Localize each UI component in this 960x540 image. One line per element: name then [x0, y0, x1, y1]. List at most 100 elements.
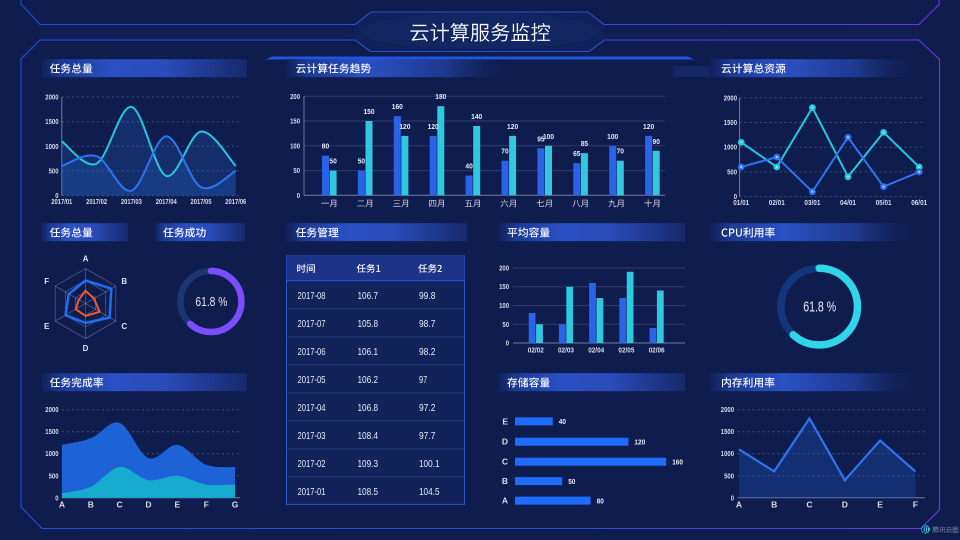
svg-text:2000: 2000 — [724, 95, 737, 102]
svg-text:97: 97 — [419, 374, 427, 386]
svg-text:1000: 1000 — [721, 451, 734, 458]
svg-text:95: 95 — [537, 134, 544, 143]
svg-text:06/01: 06/01 — [911, 200, 927, 207]
svg-text:2017-04: 2017-04 — [298, 402, 326, 414]
svg-text:65: 65 — [573, 149, 580, 158]
svg-text:F: F — [44, 277, 49, 286]
svg-text:100: 100 — [607, 132, 618, 141]
svg-text:40: 40 — [465, 162, 472, 171]
svg-text:E: E — [877, 500, 883, 510]
svg-text:0: 0 — [55, 495, 58, 502]
svg-text:500: 500 — [727, 169, 737, 176]
svg-text:80: 80 — [597, 496, 604, 505]
svg-text:100: 100 — [543, 132, 554, 141]
svg-text:A: A — [736, 500, 742, 510]
svg-text:1500: 1500 — [45, 119, 58, 126]
svg-text:0: 0 — [297, 193, 300, 200]
svg-text:200: 200 — [290, 94, 300, 101]
svg-text:02/05: 02/05 — [618, 347, 634, 354]
svg-text:A: A — [83, 255, 89, 264]
svg-text:02/06: 02/06 — [649, 347, 665, 354]
svg-text:2017/05: 2017/05 — [191, 199, 212, 206]
svg-text:98.2: 98.2 — [419, 346, 436, 358]
svg-text:A: A — [502, 496, 508, 506]
svg-text:108.5: 108.5 — [358, 486, 379, 498]
svg-text:03/01: 03/01 — [804, 200, 820, 207]
svg-text:E: E — [44, 322, 50, 331]
svg-text:90: 90 — [653, 137, 660, 146]
svg-text:160: 160 — [672, 457, 683, 466]
svg-text:85: 85 — [581, 139, 588, 148]
svg-text:2017/02: 2017/02 — [86, 199, 107, 206]
svg-text:160: 160 — [392, 102, 403, 111]
svg-text:2017-03: 2017-03 — [298, 430, 326, 442]
svg-text:0: 0 — [731, 495, 734, 502]
svg-text:1000: 1000 — [45, 144, 58, 151]
svg-text:2000: 2000 — [721, 407, 734, 414]
svg-text:02/04: 02/04 — [588, 347, 604, 354]
svg-text:1500: 1500 — [45, 429, 58, 436]
svg-text:2017-08: 2017-08 — [298, 290, 326, 302]
svg-text:100.1: 100.1 — [419, 458, 440, 470]
svg-text:2017-07: 2017-07 — [298, 318, 326, 330]
svg-text:109.3: 109.3 — [358, 458, 379, 470]
svg-text:50: 50 — [568, 477, 575, 486]
svg-text:1500: 1500 — [724, 120, 737, 127]
svg-text:2017/04: 2017/04 — [156, 199, 177, 206]
svg-text:108.4: 108.4 — [358, 430, 379, 442]
svg-text:500: 500 — [724, 473, 734, 480]
svg-text:D: D — [83, 344, 89, 353]
svg-text:01/01: 01/01 — [733, 200, 749, 207]
svg-text:120: 120 — [507, 122, 518, 131]
svg-text:0: 0 — [506, 341, 509, 348]
svg-text:2017-06: 2017-06 — [298, 346, 326, 358]
svg-text:100: 100 — [290, 143, 300, 150]
svg-text:50: 50 — [293, 168, 300, 175]
svg-text:500: 500 — [49, 473, 59, 480]
svg-text:C: C — [121, 322, 127, 331]
svg-text:B: B — [121, 277, 127, 286]
svg-text:B: B — [502, 476, 508, 486]
svg-text:B: B — [771, 500, 777, 510]
svg-text:1500: 1500 — [721, 429, 734, 436]
svg-text:106.1: 106.1 — [358, 346, 379, 358]
svg-text:D: D — [145, 500, 151, 510]
svg-text:104.5: 104.5 — [419, 486, 440, 498]
svg-text:2017/06: 2017/06 — [225, 199, 246, 206]
svg-text:D: D — [842, 500, 848, 510]
svg-text:150: 150 — [363, 107, 374, 116]
svg-text:D: D — [502, 437, 508, 447]
svg-text:120: 120 — [634, 437, 645, 446]
svg-text:02/02: 02/02 — [528, 347, 544, 354]
svg-text:180: 180 — [435, 92, 446, 101]
svg-text:105.8: 105.8 — [358, 318, 379, 330]
svg-text:C: C — [502, 457, 508, 467]
svg-text:02/03: 02/03 — [558, 347, 574, 354]
svg-text:2017/03: 2017/03 — [121, 199, 142, 206]
svg-text:2000: 2000 — [45, 407, 58, 414]
svg-text:106.7: 106.7 — [358, 290, 379, 302]
svg-text:50: 50 — [358, 157, 365, 166]
svg-text:2017-02: 2017-02 — [298, 458, 326, 470]
svg-text:A: A — [59, 500, 65, 510]
svg-text:0: 0 — [55, 193, 58, 200]
svg-text:98.7: 98.7 — [419, 318, 436, 330]
svg-text:2017-05: 2017-05 — [298, 374, 326, 386]
svg-text:97.7: 97.7 — [419, 430, 436, 442]
svg-text:E: E — [502, 416, 508, 426]
svg-text:106.2: 106.2 — [358, 374, 379, 386]
svg-text:2000: 2000 — [45, 95, 58, 102]
svg-text:04/01: 04/01 — [840, 200, 856, 207]
svg-text:B: B — [88, 500, 94, 510]
svg-text:61.8 %: 61.8 % — [803, 300, 836, 316]
svg-text:120: 120 — [428, 122, 439, 131]
svg-text:C: C — [806, 500, 812, 510]
svg-text:61.8 %: 61.8 % — [195, 294, 227, 309]
svg-text:97.2: 97.2 — [419, 402, 436, 414]
svg-text:02/01: 02/01 — [769, 200, 785, 207]
svg-text:2017-01: 2017-01 — [298, 486, 326, 498]
svg-text:1000: 1000 — [45, 451, 58, 458]
svg-text:50: 50 — [502, 322, 509, 329]
svg-text:150: 150 — [290, 119, 300, 126]
svg-text:70: 70 — [617, 147, 624, 156]
